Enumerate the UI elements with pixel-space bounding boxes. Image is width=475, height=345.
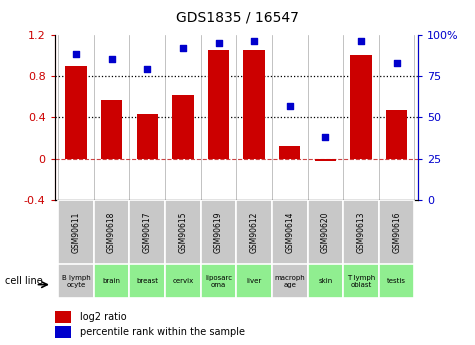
Point: [250, 38, 258, 44]
Text: GSM90616: GSM90616: [392, 211, 401, 253]
Bar: [94, 200, 129, 264]
Bar: [172, 95, 194, 159]
Point: [143, 67, 151, 72]
Bar: [58, 200, 94, 264]
Text: T lymph
oblast: T lymph oblast: [347, 275, 375, 288]
Point: [215, 40, 222, 46]
Text: brain: brain: [103, 278, 121, 284]
Bar: [272, 200, 308, 264]
Text: GSM90612: GSM90612: [250, 211, 258, 253]
Text: liver: liver: [247, 278, 262, 284]
Bar: [343, 200, 379, 264]
Text: GDS1835 / 16547: GDS1835 / 16547: [176, 10, 299, 24]
Bar: [137, 114, 158, 159]
Bar: [351, 55, 372, 159]
Text: skin: skin: [318, 278, 332, 284]
Text: cell line: cell line: [5, 276, 42, 286]
Text: B lymph
ocyte: B lymph ocyte: [62, 275, 90, 288]
Bar: [65, 66, 86, 159]
Text: log2 ratio: log2 ratio: [80, 312, 126, 322]
Text: breast: breast: [136, 278, 158, 284]
Point: [357, 38, 365, 44]
Bar: [201, 200, 237, 264]
Text: testis: testis: [387, 278, 406, 284]
Bar: [129, 200, 165, 264]
Text: cervix: cervix: [172, 278, 193, 284]
Text: GSM90620: GSM90620: [321, 211, 330, 253]
Bar: [165, 200, 200, 264]
Point: [322, 135, 329, 140]
Bar: [279, 146, 301, 159]
Bar: [244, 50, 265, 159]
Bar: [379, 200, 414, 264]
Text: GSM90613: GSM90613: [357, 211, 365, 253]
Bar: [386, 110, 408, 159]
Bar: [55, 326, 71, 338]
Bar: [94, 264, 129, 298]
Text: GSM90615: GSM90615: [179, 211, 187, 253]
Bar: [272, 264, 308, 298]
Bar: [343, 264, 379, 298]
Bar: [308, 200, 343, 264]
Text: liposarc
oma: liposarc oma: [205, 275, 232, 288]
Bar: [165, 264, 200, 298]
Text: GSM90617: GSM90617: [143, 211, 152, 253]
Bar: [129, 264, 165, 298]
Text: GSM90619: GSM90619: [214, 211, 223, 253]
Text: macroph
age: macroph age: [275, 275, 305, 288]
Point: [108, 57, 115, 62]
Text: GSM90618: GSM90618: [107, 211, 116, 253]
Bar: [55, 310, 71, 323]
Bar: [308, 264, 343, 298]
Point: [179, 45, 187, 50]
Point: [393, 60, 400, 66]
Point: [72, 52, 80, 57]
Point: [286, 103, 294, 108]
Bar: [237, 200, 272, 264]
Bar: [101, 100, 123, 159]
Text: GSM90611: GSM90611: [72, 211, 80, 253]
Text: GSM90614: GSM90614: [285, 211, 294, 253]
Bar: [201, 264, 237, 298]
Bar: [208, 50, 229, 159]
Bar: [315, 159, 336, 161]
Text: percentile rank within the sample: percentile rank within the sample: [80, 327, 245, 337]
Bar: [58, 264, 94, 298]
Bar: [379, 264, 414, 298]
Bar: [237, 264, 272, 298]
